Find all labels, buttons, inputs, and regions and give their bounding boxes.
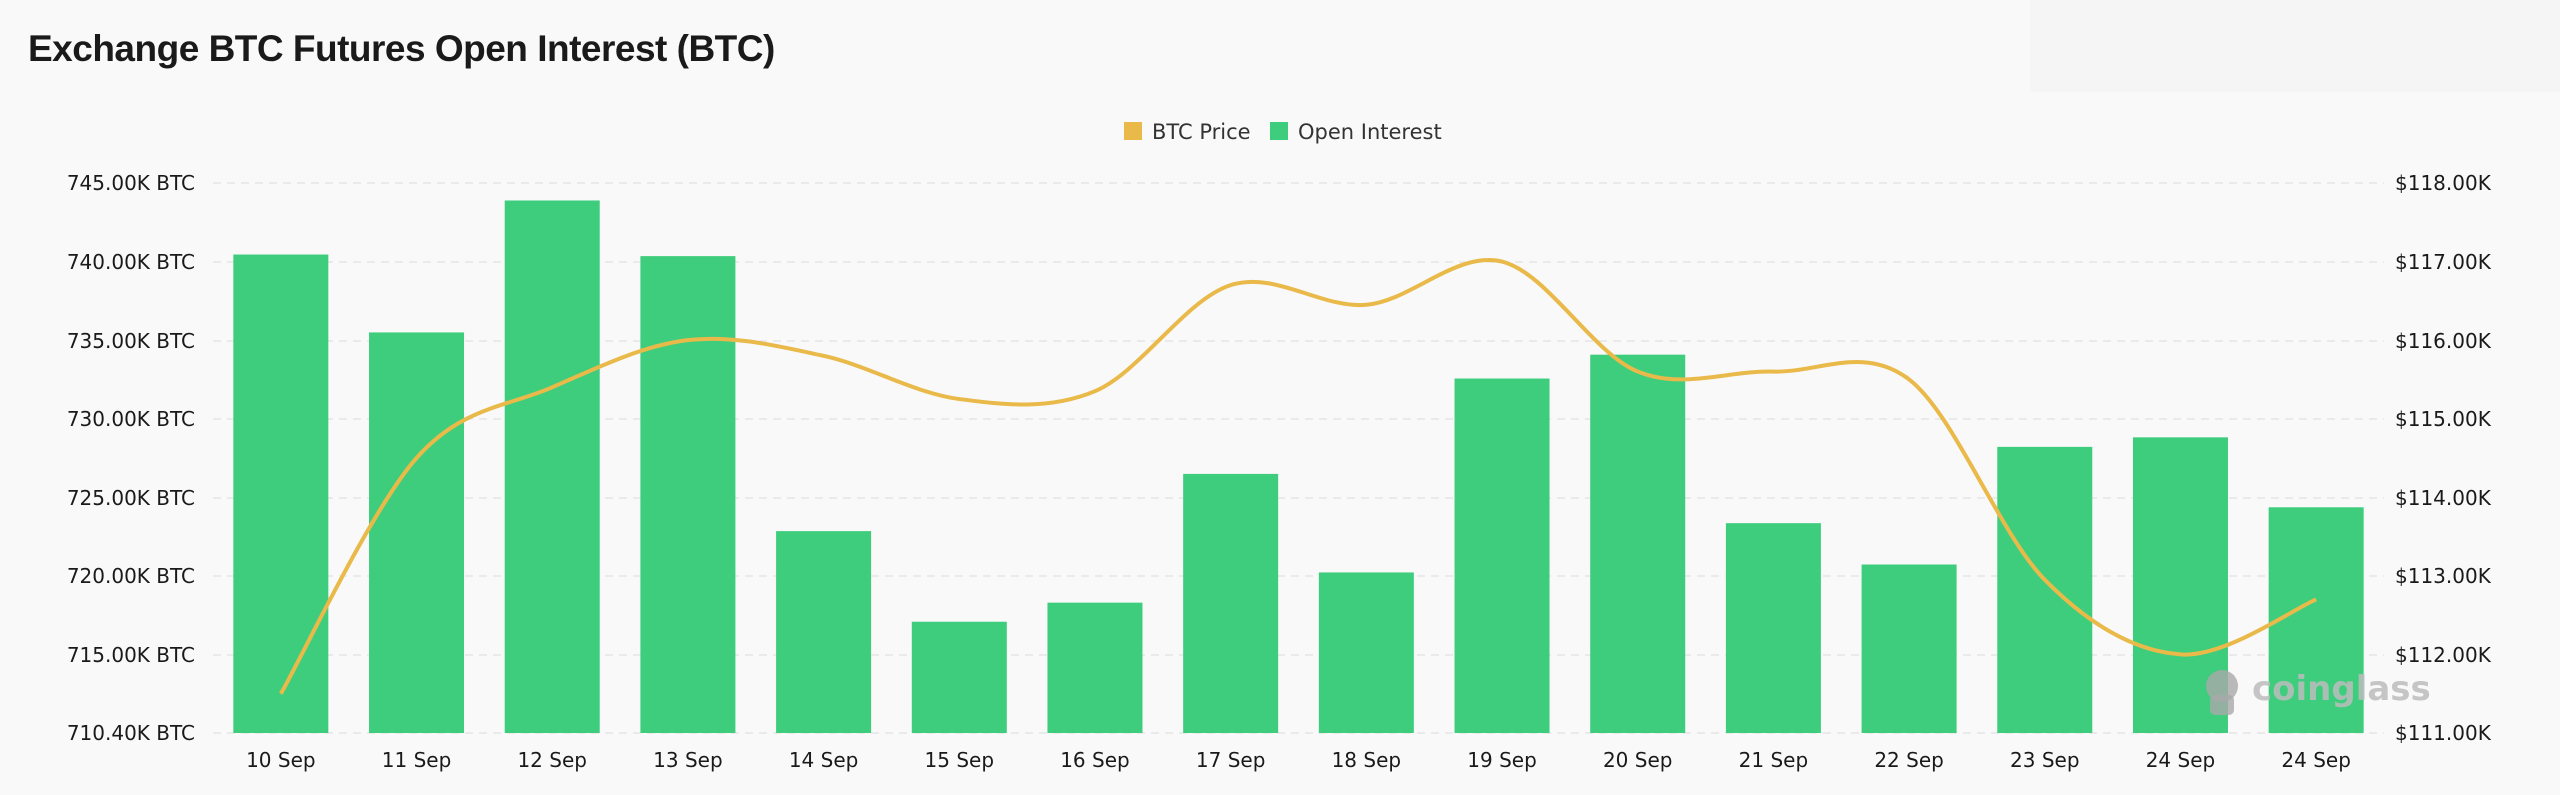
y-left-tick-label: 725.00K BTC [67,486,195,510]
y-right-tick-label: $118.00K [2395,171,2492,195]
bar-open-interest[interactable] [369,332,465,733]
y-right-tick-label: $116.00K [2395,329,2492,353]
bar-open-interest[interactable] [233,254,329,733]
bar-open-interest[interactable] [2268,507,2364,733]
price-line [279,258,2317,695]
y-right-tick-label: $112.00K [2395,643,2492,667]
bar-open-interest[interactable] [1318,572,1414,733]
watermark-text: coinglass [2252,669,2431,709]
y-axis-right: $118.00K $117.00K $116.00K $115.00K $114.00K… [2395,171,2492,745]
legend-item-btc-price[interactable]: BTC Price [1124,120,1251,144]
y-left-tick-label: 720.00K BTC [67,564,195,588]
legend-swatch-btc-price [1124,122,1142,140]
y-left-tick-label: 735.00K BTC [67,329,195,353]
y-right-tick-label: $117.00K [2395,250,2492,274]
bar-open-interest[interactable] [1454,378,1550,733]
x-tick-label: 12 Sep [517,748,587,772]
chart-title: Exchange BTC Futures Open Interest (BTC) [28,28,775,69]
x-tick-label: 13 Sep [653,748,723,772]
bar-open-interest[interactable] [640,256,736,733]
x-tick-label: 15 Sep [925,748,995,772]
legend-swatch-open-interest [1270,122,1288,140]
x-tick-label: 24 Sep [2281,748,2351,772]
legend-item-open-interest[interactable]: Open Interest [1270,120,1442,144]
legend: BTC Price Open Interest [1124,120,1442,144]
x-tick-label: 19 Sep [1467,748,1537,772]
x-tick-label: 11 Sep [382,748,452,772]
x-tick-label: 24 Sep [2146,748,2216,772]
y-left-tick-label: 710.40K BTC [67,721,195,745]
bar-open-interest[interactable] [776,531,872,733]
bar-open-interest[interactable] [1047,602,1143,733]
bar-open-interest[interactable] [1183,473,1279,733]
x-tick-label: 16 Sep [1060,748,1130,772]
x-tick-label: 21 Sep [1739,748,1809,772]
y-left-tick-label: 730.00K BTC [67,407,195,431]
bar-open-interest[interactable] [1997,446,2093,733]
bars [233,200,2364,734]
x-tick-label: 14 Sep [789,748,859,772]
y-left-tick-label: 715.00K BTC [67,643,195,667]
y-right-tick-label: $113.00K [2395,564,2492,588]
y-right-tick-label: $111.00K [2395,721,2492,745]
x-tick-label: 17 Sep [1196,748,1266,772]
x-tick-label: 10 Sep [246,748,316,772]
y-right-tick-label: $115.00K [2395,407,2492,431]
coinglass-watermark: coinglass [2206,669,2431,715]
y-right-tick-label: $114.00K [2395,486,2492,510]
btc-price-line[interactable] [279,258,2317,695]
x-tick-label: 20 Sep [1603,748,1673,772]
corner-panel [2030,0,2560,92]
y-axis-left: 745.00K BTC 740.00K BTC 735.00K BTC 730.00K… [67,171,195,745]
legend-label-open-interest: Open Interest [1298,120,1442,144]
x-tick-label: 18 Sep [1332,748,1402,772]
y-left-tick-label: 740.00K BTC [67,250,195,274]
bar-open-interest[interactable] [911,621,1007,733]
legend-label-btc-price: BTC Price [1152,120,1251,144]
x-tick-label: 23 Sep [2010,748,2080,772]
y-left-tick-label: 745.00K BTC [67,171,195,195]
x-axis: 10 Sep 11 Sep 12 Sep 13 Sep 14 Sep 15 Sep 16 S… [246,748,2351,772]
bar-open-interest[interactable] [1861,564,1957,733]
x-tick-label: 22 Sep [1874,748,1944,772]
bar-open-interest[interactable] [504,200,600,734]
bar-open-interest[interactable] [1725,523,1821,733]
coinglass-logo-icon [2206,670,2238,702]
bar-open-interest[interactable] [1590,354,1686,733]
